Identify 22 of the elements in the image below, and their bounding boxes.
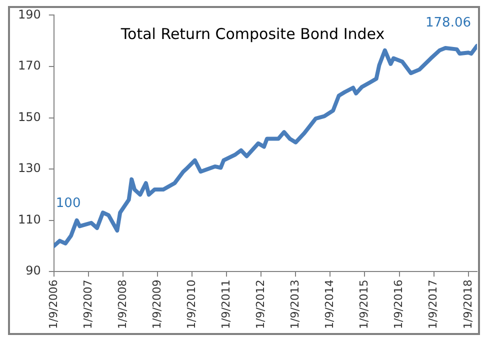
x-tick-label: 1/9/2012 — [254, 280, 268, 330]
x-tick-label: 1/9/2014 — [323, 280, 336, 330]
annotation: 100 — [56, 196, 81, 211]
x-tick-label: 1/9/2006 — [46, 280, 60, 330]
x-tick-label: 1/9/2013 — [288, 280, 302, 330]
x-tick-label: 1/9/2010 — [184, 280, 198, 330]
y-tick-label: 170 — [18, 58, 41, 73]
x-tick-label: 1/9/2011 — [219, 280, 232, 330]
x-tick-label: 1/9/2009 — [150, 280, 164, 330]
y-tick-label: 90 — [26, 264, 41, 278]
y-tick-label: 150 — [18, 110, 41, 124]
x-tick-label: 1/9/2017 — [426, 280, 440, 330]
x-tick-label: 1/9/2007 — [81, 280, 94, 330]
x-tick-label: 1/9/2008 — [116, 280, 129, 330]
annotation: 178.06 — [426, 16, 471, 31]
x-tick-label: 1/9/2016 — [392, 280, 406, 330]
x-tick-label: 1/9/2015 — [358, 280, 371, 330]
y-tick-label: 110 — [18, 212, 41, 226]
y-tick-label: 190 — [18, 7, 41, 22]
x-tick-label: 1/9/2018 — [461, 280, 474, 330]
text: Total Return Composite Bond Index — [120, 25, 385, 44]
y-tick-label: 130 — [18, 161, 41, 176]
